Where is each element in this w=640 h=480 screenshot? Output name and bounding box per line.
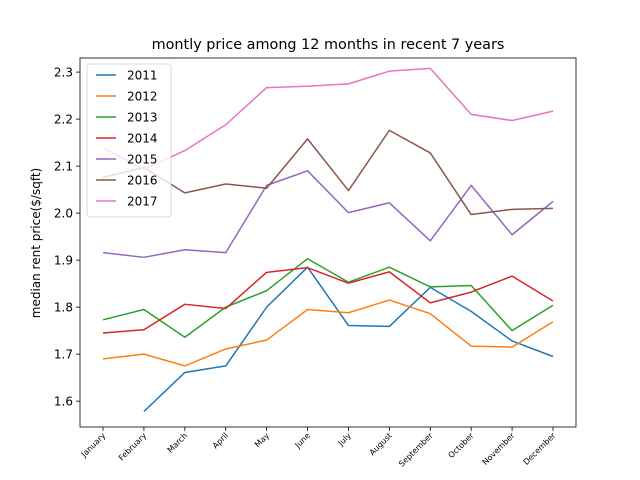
x-tick-label: June [293,431,312,450]
legend-label-2011: 2011 [127,69,158,83]
legend-label-2015: 2015 [127,153,158,167]
legend-label-2012: 2012 [127,90,158,104]
legend-label-2013: 2013 [127,111,158,125]
y-tick-label: 2.2 [54,113,73,127]
series-line-2011 [143,266,554,413]
x-tick-label: April [211,431,230,450]
y-tick-label: 1.9 [54,254,73,268]
series-line-2013 [102,257,554,338]
y-axis-label: median rent price($/sqft) [29,168,43,318]
x-tick-label: February [117,431,149,463]
y-tick-label: 1.8 [54,301,73,315]
legend-box [86,63,172,218]
y-tick-label: 1.7 [54,348,73,362]
legend-label-2014: 2014 [127,132,158,146]
plot-frame [79,57,577,428]
series-line-2014 [102,266,554,334]
series-line-2016 [102,129,554,216]
x-tick-label: July [336,431,353,448]
x-tick-label: November [481,431,517,467]
y-tick-label: 2.0 [54,207,73,221]
x-tick-label: October [447,431,477,461]
series-line-2012 [102,299,554,367]
plot-area: 1.6 1.7 1.8 1.9 2.0 2.1 2.2 2.3 January February M… [54,57,577,469]
series-line-2015 [102,170,554,259]
x-tick-label: March [166,431,190,455]
y-tick-label: 2.1 [54,160,73,174]
legend-label-2017: 2017 [127,195,158,209]
x-tick-label: August [368,431,394,457]
x-tick-label: January [79,431,108,460]
y-tick-label: 1.6 [54,395,73,409]
y-tick-label: 2.3 [54,66,73,80]
legend: 2011 2012 2013 2014 2015 2016 2017 [86,63,172,218]
x-tick-label: December [522,431,558,467]
x-tick-label: September [397,431,435,469]
x-tick-label: May [253,431,271,449]
series-line-2017 [102,67,554,171]
chart-title: montly price among 12 months in recent 7… [152,37,505,53]
legend-label-2016: 2016 [127,174,158,188]
